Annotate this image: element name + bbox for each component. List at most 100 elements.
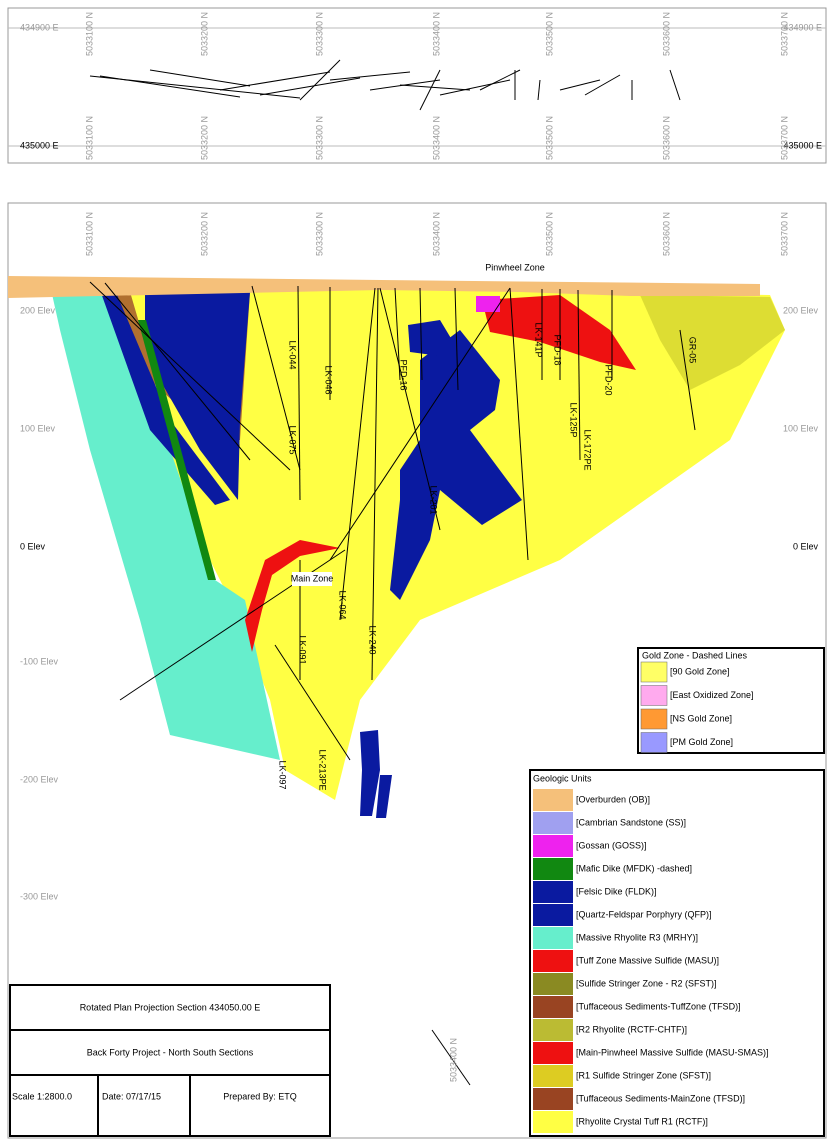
legend-swatch (533, 881, 573, 903)
legend-label: [Rhyolite Crystal Tuff R1 (RCTF)] (576, 1116, 708, 1126)
drillhole-label: LK-097 (278, 760, 288, 789)
scale: Scale 1:2800.0 (12, 1091, 72, 1101)
drillhole-label: LK-141P (534, 322, 544, 357)
legend-swatch (533, 1065, 573, 1087)
legend-label: [Main-Pinwheel Massive Sulfide (MASU-SMA… (576, 1047, 769, 1057)
legend-swatch (533, 904, 573, 926)
legend-title: Geologic Units (533, 773, 592, 783)
felsic-dike (145, 290, 250, 500)
legend-label: [Felsic Dike (FLDK)] (576, 886, 657, 896)
northing-label: 5033300 N (314, 212, 324, 256)
drillhole-label: LK-125P (569, 402, 579, 437)
legend-swatch (533, 927, 573, 949)
northing-label: 5033100 N (84, 116, 94, 160)
mafic-dike (138, 320, 216, 580)
northing-label: 5033300 N (314, 12, 324, 56)
gold-legend (637, 647, 825, 754)
elevation-label: 200 Elev (783, 305, 819, 315)
northing-label: 5033700 N (779, 12, 789, 56)
legend-swatch (533, 1042, 573, 1064)
legend-label: [NS Gold Zone] (670, 713, 732, 723)
felsic-dike (100, 290, 230, 505)
qfp (408, 320, 452, 356)
drillhole-label: LK-201 (429, 485, 439, 514)
drillhole-label: LK-046 (324, 365, 334, 394)
elevation-label: 200 Elev (20, 305, 56, 315)
elevation-label: -200 Elev (20, 774, 59, 784)
northing-label: 5033700 N (779, 212, 789, 256)
legend-label: [Tuff Zone Massive Sulfide (MASU)] (576, 955, 719, 965)
legend-label: [Quartz-Feldspar Porphyry (QFP)] (576, 909, 712, 919)
elevation-label: -300 Elev (20, 891, 59, 901)
northing-label: 5033300 N (314, 116, 324, 160)
elevation-label: -100 Elev (20, 656, 59, 666)
prepared-by: Prepared By: ETQ (223, 1091, 297, 1101)
legend-label: [Mafic Dike (MFDK) -dashed] (576, 863, 692, 873)
felsic-dike (376, 775, 392, 818)
geologic-legend (529, 769, 825, 1137)
easting-label: 435000 E (783, 140, 822, 150)
elevation-label: 100 Elev (20, 423, 56, 433)
easting-label: 435000 E (20, 140, 59, 150)
legend-label: [90 Gold Zone] (670, 666, 730, 676)
northing-label: 5033100 N (84, 12, 94, 56)
overburden (8, 276, 760, 298)
main-masu (245, 540, 340, 652)
legend-swatch (533, 789, 573, 811)
drillhole-label: LK-091 (298, 635, 308, 664)
r2-rhyolite (640, 295, 785, 390)
northing-label: 5033400 N (448, 1038, 458, 1082)
zone-label: Main Zone (291, 573, 334, 583)
northing-label: 5033600 N (661, 12, 671, 56)
legend-label: [Massive Rhyolite R3 (MRHY)] (576, 932, 698, 942)
drillhole-label: PFD-20 (604, 364, 614, 395)
northing-label: 5033500 N (544, 12, 554, 56)
elevation-label: 100 Elev (783, 423, 819, 433)
drillhole-label: GR-05 (688, 337, 698, 364)
drillhole-label: LK-172PE (583, 429, 593, 470)
legend-swatch (533, 858, 573, 880)
date: Date: 07/17/15 (102, 1091, 161, 1101)
legend-swatch (640, 661, 668, 683)
qfp (390, 330, 522, 600)
northing-label: 5033500 N (544, 212, 554, 256)
legend-swatch (640, 708, 668, 730)
legend-swatch (533, 835, 573, 857)
legend-swatch (533, 1111, 573, 1133)
easting-label: 434900 E (20, 22, 59, 32)
plan-view-frame (7, 7, 827, 164)
legend-label: [Sulfide Stringer Zone - R2 (SFST)] (576, 978, 717, 988)
section-title: Rotated Plan Projection Section 434050.0… (80, 1002, 261, 1012)
northing-label: 5033200 N (199, 116, 209, 160)
legend-label: [Gossan (GOSS)] (576, 840, 647, 850)
legend-label: [Cambrian Sandstone (SS)] (576, 817, 686, 827)
legend-swatch (640, 685, 668, 706)
drillhole-label: LK-075 (288, 425, 298, 454)
legend-swatch (640, 732, 668, 753)
legend-swatch (533, 812, 573, 834)
legend-swatch (533, 950, 573, 972)
legend-label: [Tuffaceous Sediments-TuffZone (TFSD)] (576, 1001, 741, 1011)
zone-label: Pinwheel Zone (485, 262, 545, 272)
project-title: Back Forty Project - North South Section… (87, 1047, 254, 1057)
plan-drillholes (89, 59, 681, 111)
northing-label: 5033600 N (661, 116, 671, 160)
drillhole-label: PFD-18 (553, 334, 563, 365)
legend-label: [East Oxidized Zone] (670, 690, 754, 700)
drillhole-label: LK-240 (368, 625, 378, 654)
legend-swatch (533, 1088, 573, 1110)
northing-label: 5033500 N (544, 116, 554, 160)
gossan (476, 296, 500, 312)
elevation-label: 0 Elev (793, 541, 819, 551)
massive-rhyolite (50, 285, 280, 760)
legend-label: [R1 Sulfide Stringer Zone (SFST)] (576, 1070, 711, 1080)
northing-label: 5033600 N (661, 212, 671, 256)
legend-swatch (533, 973, 573, 995)
zone-label-bg (292, 572, 332, 586)
title-block (9, 984, 331, 1137)
northing-label: 5033400 N (431, 212, 441, 256)
northing-label: 5033400 N (431, 12, 441, 56)
legend-swatch (533, 1019, 573, 1041)
drillhole-label: LK-213PE (318, 749, 328, 790)
